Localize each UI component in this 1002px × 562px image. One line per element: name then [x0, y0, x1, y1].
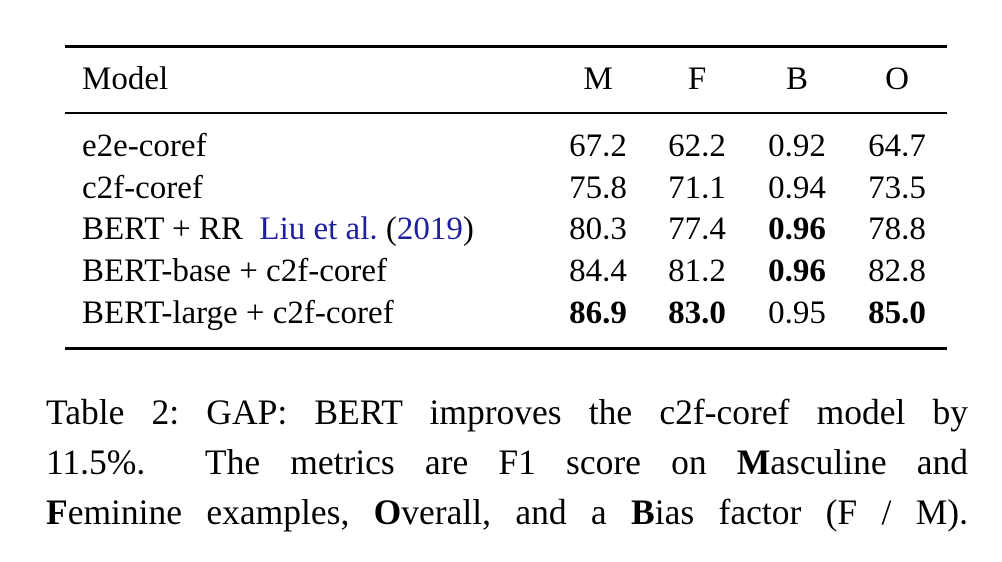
citation-link[interactable]: Liu et al.	[259, 211, 378, 247]
caption-bold: M	[736, 442, 771, 482]
table-caption: Table 2: GAP: BERT improves the c2f-core…	[46, 387, 968, 537]
caption-bold: B	[631, 492, 655, 532]
caption-text: 11.5%. The metrics are F1 score on	[46, 442, 737, 482]
value-cell: 71.1	[668, 170, 726, 206]
value-cell: 75.8	[569, 170, 627, 206]
model-label: BERT + RR	[82, 211, 243, 247]
model-name: c2f-coref	[82, 168, 203, 208]
model-label: BERT-base + c2f-coref	[82, 253, 387, 289]
value-cell: 83.0	[668, 295, 726, 331]
header-f: F	[687, 61, 707, 97]
table-row: BERT-large + c2f-coref 86.9 83.0 0.95 85.0	[0, 293, 1002, 333]
citation-paren: (	[377, 211, 397, 247]
model-label: e2e-coref	[82, 128, 207, 164]
table-row: BERT-base + c2f-coref 84.4 81.2 0.96 82.8	[0, 251, 1002, 291]
model-label: BERT-large + c2f-coref	[82, 295, 394, 331]
caption-text: asculine and	[770, 442, 968, 482]
table-row: BERT + RR Liu et al. (2019) 80.3 77.4 0.96 7…	[0, 209, 1002, 249]
value-cell: 77.4	[668, 211, 726, 247]
table-header-rule	[65, 112, 947, 114]
citation-paren: )	[462, 211, 474, 247]
model-label: c2f-coref	[82, 170, 203, 206]
caption-text: verall, and a	[401, 492, 632, 532]
caption-bold: O	[373, 492, 402, 532]
table-bottom-rule	[65, 347, 947, 350]
header-o: O	[885, 61, 909, 97]
model-name: e2e-coref	[82, 126, 207, 166]
value-cell: 84.4	[569, 253, 627, 289]
value-cell: 78.8	[868, 211, 926, 247]
value-cell: 0.94	[768, 170, 826, 206]
value-cell: 86.9	[569, 295, 627, 331]
value-cell: 0.96	[768, 253, 826, 289]
caption-line-1: Table 2: GAP: BERT improves the c2f-core…	[46, 387, 968, 437]
value-cell: 0.96	[768, 211, 826, 247]
citation-year[interactable]: 2019	[396, 211, 463, 247]
value-cell: 0.92	[768, 128, 826, 164]
caption-line-3: Feminine examples, Overall, and a Bias f…	[46, 487, 968, 537]
value-cell: 73.5	[868, 170, 926, 206]
header-b: B	[785, 61, 808, 97]
caption-text: ias factor (F / M).	[654, 492, 968, 532]
caption-bold: F	[46, 492, 68, 532]
value-cell: 67.2	[569, 128, 627, 164]
table-header-row: Model M F B O	[0, 59, 1002, 99]
model-name: BERT + RR Liu et al. (2019)	[82, 209, 474, 249]
caption-text: eminine examples,	[67, 492, 374, 532]
table-top-rule	[65, 45, 947, 48]
model-name: BERT-base + c2f-coref	[82, 251, 387, 291]
caption-line-2: 11.5%. The metrics are F1 score on Mascu…	[46, 437, 968, 487]
value-cell: 85.0	[868, 295, 926, 331]
value-cell: 82.8	[868, 253, 926, 289]
table-row: c2f-coref 75.8 71.1 0.94 73.5	[0, 168, 1002, 208]
value-cell: 81.2	[668, 253, 726, 289]
model-name: BERT-large + c2f-coref	[82, 293, 394, 333]
header-model: Model	[82, 61, 169, 97]
value-cell: 62.2	[668, 128, 726, 164]
value-cell: 80.3	[569, 211, 627, 247]
value-cell: 64.7	[868, 128, 926, 164]
header-m: M	[583, 61, 613, 97]
value-cell: 0.95	[768, 295, 826, 331]
table-row: e2e-coref 67.2 62.2 0.92 64.7	[0, 126, 1002, 166]
caption-text: Table 2: GAP: BERT improves the c2f-core…	[46, 392, 968, 432]
